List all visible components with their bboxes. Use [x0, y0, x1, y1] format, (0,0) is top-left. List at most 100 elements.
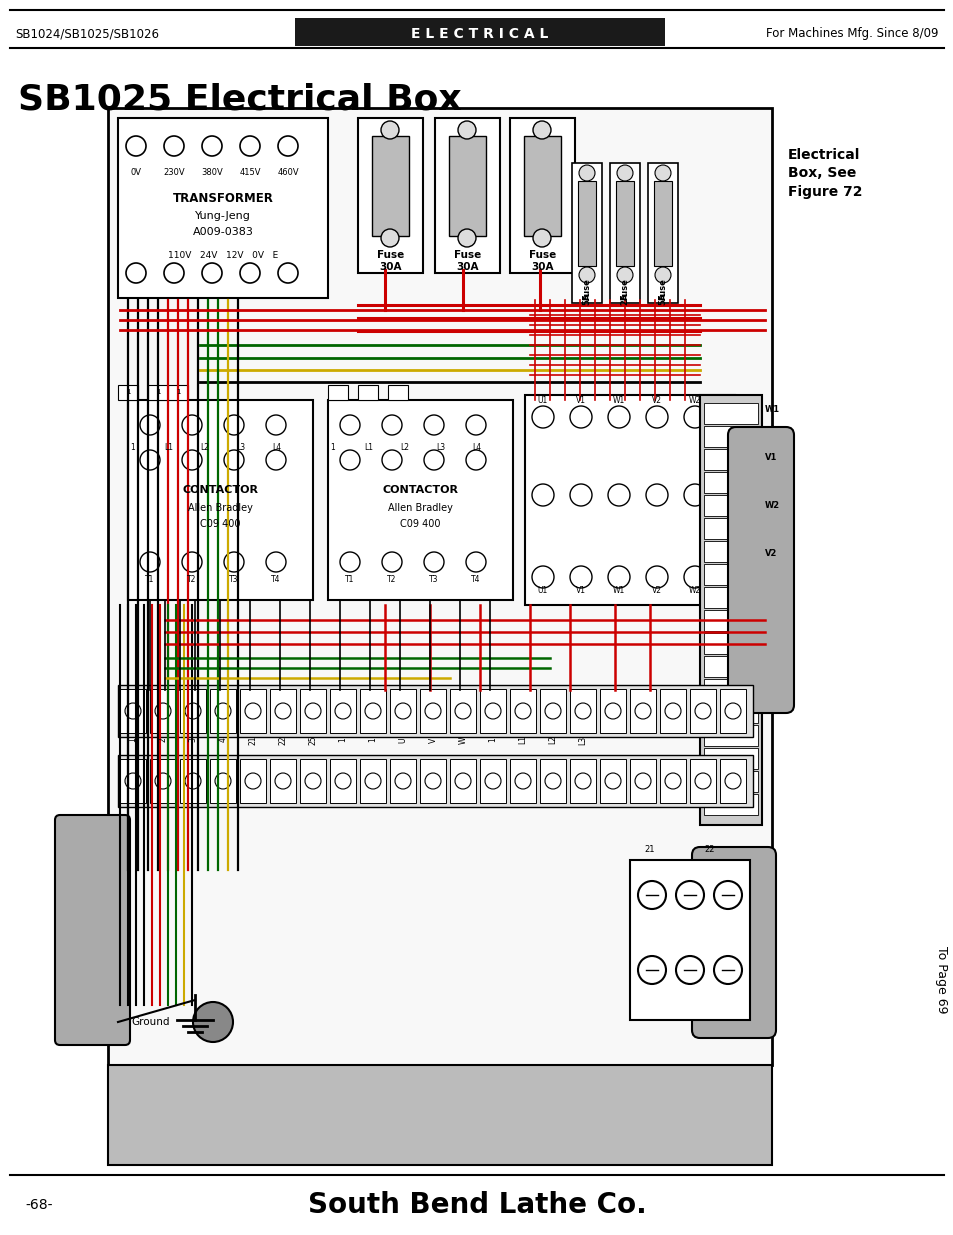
Circle shape: [645, 484, 667, 506]
Bar: [120, 689, 146, 734]
Bar: [210, 689, 235, 734]
Circle shape: [465, 552, 485, 572]
Circle shape: [245, 703, 261, 719]
FancyBboxPatch shape: [691, 847, 775, 1037]
Text: 21: 21: [248, 735, 257, 745]
Bar: [569, 760, 596, 803]
Circle shape: [683, 484, 705, 506]
Bar: [703, 610, 758, 631]
Bar: [180, 689, 206, 734]
Text: 1: 1: [126, 389, 131, 395]
Circle shape: [683, 566, 705, 588]
Text: 1: 1: [175, 389, 180, 395]
Text: 380V: 380V: [201, 168, 223, 177]
Bar: [270, 760, 295, 803]
Text: W: W: [458, 736, 467, 743]
Bar: [270, 689, 295, 734]
Text: L2: L2: [200, 443, 210, 452]
Text: 22: 22: [278, 735, 287, 745]
Bar: [703, 794, 758, 815]
Circle shape: [240, 136, 260, 156]
Bar: [703, 450, 758, 471]
Circle shape: [664, 703, 680, 719]
Text: T2: T2: [387, 576, 396, 584]
Circle shape: [125, 703, 141, 719]
Bar: [703, 426, 758, 447]
Text: 1: 1: [129, 737, 137, 742]
Circle shape: [578, 267, 595, 283]
Bar: [299, 760, 326, 803]
Circle shape: [224, 450, 244, 471]
Bar: [330, 689, 355, 734]
Circle shape: [604, 773, 620, 789]
Circle shape: [607, 406, 629, 429]
Text: L2: L2: [400, 443, 409, 452]
Text: W1: W1: [764, 405, 780, 415]
Circle shape: [569, 406, 592, 429]
Circle shape: [578, 165, 595, 182]
Circle shape: [676, 881, 703, 909]
Circle shape: [224, 415, 244, 435]
Bar: [524, 395, 734, 605]
Circle shape: [277, 263, 297, 283]
Circle shape: [365, 703, 380, 719]
Bar: [108, 107, 771, 1065]
Circle shape: [455, 773, 471, 789]
Bar: [539, 760, 565, 803]
Circle shape: [381, 552, 401, 572]
Text: V1: V1: [764, 453, 777, 462]
Text: For Machines Mfg. Since 8/09: For Machines Mfg. Since 8/09: [765, 27, 938, 41]
Bar: [359, 689, 386, 734]
Circle shape: [676, 956, 703, 984]
Bar: [419, 760, 446, 803]
Text: C09 400: C09 400: [400, 519, 440, 529]
Circle shape: [381, 415, 401, 435]
Circle shape: [214, 773, 231, 789]
Circle shape: [532, 566, 554, 588]
Circle shape: [515, 773, 531, 789]
Text: 5A: 5A: [658, 293, 667, 305]
Circle shape: [339, 415, 359, 435]
Text: C09 400: C09 400: [200, 519, 240, 529]
Text: W2: W2: [688, 585, 700, 595]
Circle shape: [214, 703, 231, 719]
Bar: [616, 182, 634, 266]
Circle shape: [193, 1002, 233, 1042]
Bar: [118, 685, 752, 737]
Circle shape: [544, 703, 560, 719]
Bar: [479, 689, 505, 734]
Text: 21: 21: [644, 845, 655, 853]
Text: Fuse: Fuse: [454, 249, 480, 261]
Bar: [388, 385, 408, 400]
Circle shape: [617, 267, 633, 283]
Circle shape: [607, 566, 629, 588]
Text: W2: W2: [764, 501, 780, 510]
Text: Yung-Jeng: Yung-Jeng: [194, 211, 251, 221]
Text: -68-: -68-: [25, 1198, 52, 1212]
Text: 1: 1: [488, 737, 497, 742]
Circle shape: [695, 703, 710, 719]
Bar: [479, 760, 505, 803]
Text: Fuse: Fuse: [376, 249, 404, 261]
Bar: [210, 760, 235, 803]
Bar: [150, 689, 175, 734]
Bar: [419, 689, 446, 734]
Circle shape: [664, 773, 680, 789]
Bar: [703, 701, 758, 722]
Bar: [435, 119, 499, 273]
Text: 30A: 30A: [379, 262, 401, 272]
Bar: [390, 760, 416, 803]
Bar: [703, 725, 758, 746]
Circle shape: [266, 415, 286, 435]
Circle shape: [533, 121, 551, 140]
Bar: [689, 689, 716, 734]
Circle shape: [126, 263, 146, 283]
Circle shape: [533, 228, 551, 247]
Circle shape: [277, 136, 297, 156]
Text: L3: L3: [436, 443, 445, 452]
Circle shape: [335, 773, 351, 789]
Bar: [510, 760, 536, 803]
Circle shape: [655, 165, 670, 182]
Circle shape: [305, 773, 320, 789]
Circle shape: [140, 552, 160, 572]
